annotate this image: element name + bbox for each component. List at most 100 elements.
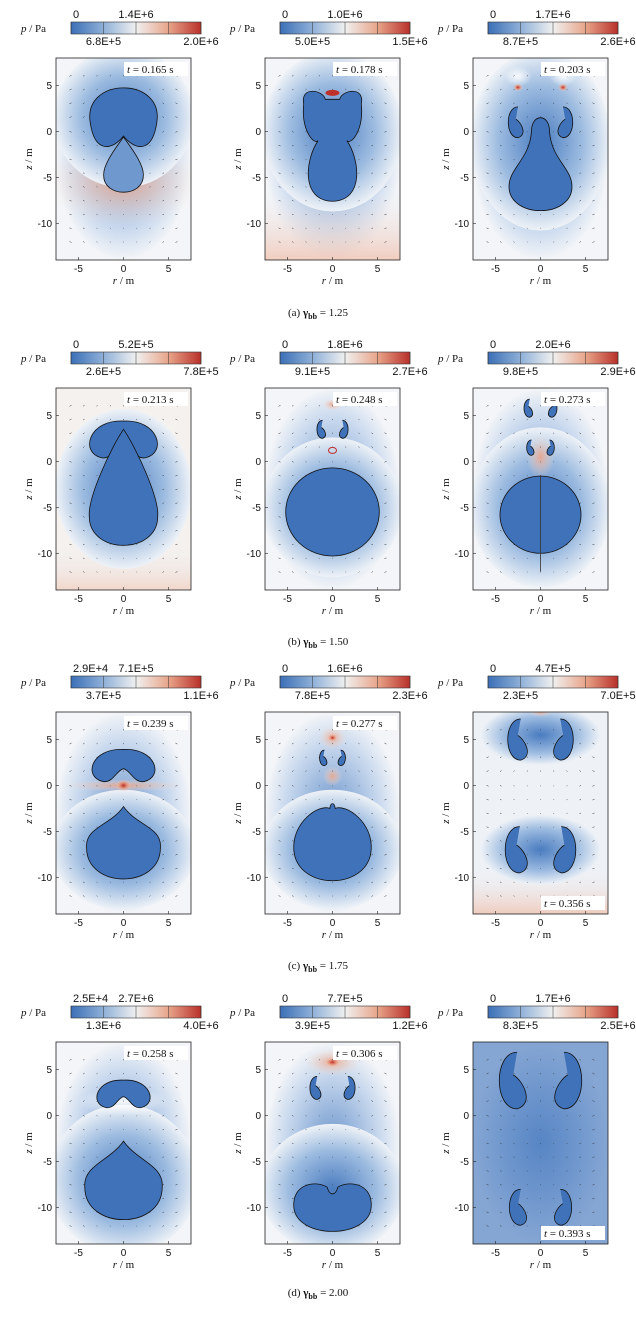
vector <box>371 1184 374 1186</box>
y-axis-label: z / m <box>232 1132 244 1155</box>
vector <box>291 1142 294 1145</box>
panel-0-1: p / Pa 0 1.0E+6 5.0E+5 1.5E+6 t = 0.178 s -5 0 5… <box>229 9 428 287</box>
vector <box>291 543 294 546</box>
vector <box>579 1100 582 1102</box>
vector <box>371 172 374 174</box>
vector <box>499 461 502 463</box>
colorbar-mid-value: 7.1E+5 <box>118 663 153 675</box>
vector <box>162 488 165 491</box>
vector <box>579 432 582 435</box>
vector <box>162 241 165 243</box>
vector <box>136 881 138 883</box>
vector <box>162 1115 165 1117</box>
vector <box>175 502 178 504</box>
vector <box>499 172 502 174</box>
x-tick-label: 5 <box>583 264 589 275</box>
vector <box>69 241 72 243</box>
y-tick-label: -10 <box>38 1203 53 1214</box>
vector <box>82 213 85 216</box>
high-pressure-spot <box>325 89 340 96</box>
vector <box>291 1086 294 1089</box>
vector <box>175 200 178 202</box>
vector <box>592 116 595 118</box>
plot-area <box>473 1042 608 1244</box>
vector <box>291 799 294 801</box>
vector <box>82 102 85 105</box>
vector <box>278 418 281 421</box>
vector <box>291 895 294 897</box>
colorbar-max-value: 2.0E+6 <box>183 36 218 48</box>
vector <box>278 88 281 91</box>
vector <box>162 1086 165 1089</box>
vector <box>278 728 281 731</box>
vector <box>149 543 151 546</box>
vector <box>305 785 307 787</box>
bubble-cap <box>91 749 156 782</box>
vector <box>592 1128 595 1131</box>
vector <box>592 144 595 147</box>
high-pressure-region <box>322 766 343 787</box>
vector <box>384 1170 387 1172</box>
vector <box>526 854 528 856</box>
vector <box>553 131 555 133</box>
vector <box>526 770 528 772</box>
y-tick-label: 5 <box>463 1065 469 1076</box>
vector <box>513 227 515 229</box>
vector <box>109 418 111 421</box>
colorbar-min-value: 0 <box>282 339 288 351</box>
vector <box>345 799 347 801</box>
vector <box>513 1072 515 1075</box>
vector <box>136 1225 138 1227</box>
vector <box>109 1072 111 1075</box>
vector <box>486 1211 489 1213</box>
vector <box>82 404 85 407</box>
vector <box>305 418 307 421</box>
vector <box>278 213 281 216</box>
vector <box>384 1184 387 1186</box>
vortex-ring <box>339 419 349 439</box>
vector <box>513 1170 515 1172</box>
vector <box>175 826 178 828</box>
vector <box>149 1129 151 1131</box>
vector <box>553 1184 555 1186</box>
vector <box>526 116 528 118</box>
vector <box>69 1142 72 1145</box>
vector <box>162 1129 165 1131</box>
vector <box>486 1156 489 1158</box>
vector <box>486 131 489 133</box>
vector <box>305 770 307 772</box>
vector <box>291 116 294 118</box>
colorbar-mid-value: 2.0E+6 <box>535 339 570 351</box>
colorbar-label: p / Pa <box>437 353 463 365</box>
y-tick-label: 0 <box>46 127 52 138</box>
vector <box>566 475 568 477</box>
vector <box>579 241 582 243</box>
vector <box>566 881 568 883</box>
vector <box>318 1129 320 1131</box>
vector <box>305 1170 307 1172</box>
y-tick-label: -5 <box>43 1157 52 1168</box>
vector <box>278 1211 281 1213</box>
vector <box>579 530 582 532</box>
vector <box>175 116 178 118</box>
panel-3-2: p / Pa 0 1.7E+6 8.3E+5 2.5E+6 t = 0.393 s -5 0 5… <box>437 993 636 1271</box>
vector <box>553 1197 555 1200</box>
vector <box>175 88 178 91</box>
vector <box>278 131 281 133</box>
vector <box>291 145 294 147</box>
vector <box>149 213 151 216</box>
x-axis-label: r / m <box>322 929 344 941</box>
vector <box>291 840 294 842</box>
time-label: t = 0.393 s <box>544 1228 591 1240</box>
vector <box>69 728 72 731</box>
vector <box>69 1225 72 1227</box>
vector <box>69 200 72 202</box>
vector <box>384 867 387 870</box>
vector <box>384 770 387 772</box>
y-tick-label: -10 <box>455 549 470 560</box>
vector <box>136 571 138 573</box>
vector <box>96 158 98 160</box>
y-tick-label: -10 <box>455 219 470 230</box>
vector <box>305 145 307 147</box>
vector <box>358 770 360 772</box>
